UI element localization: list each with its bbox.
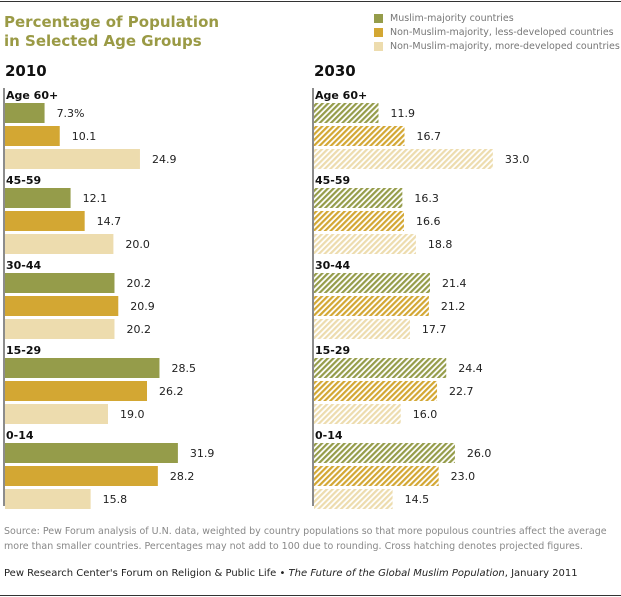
bar <box>314 234 416 254</box>
bar <box>5 273 115 293</box>
data-label: 7.3% <box>57 107 85 120</box>
data-label: 24.4 <box>458 362 483 375</box>
category-label: 15-29 <box>315 344 350 357</box>
bar <box>5 234 114 254</box>
data-label: 21.2 <box>441 300 466 313</box>
data-label: 16.0 <box>413 408 438 421</box>
bar <box>314 466 439 486</box>
legend: Muslim-majority countries Non-Muslim-maj… <box>374 11 620 53</box>
data-label: 20.2 <box>126 323 151 336</box>
data-label: 16.7 <box>417 130 442 143</box>
legend-label: Non-Muslim-majority, less-developed coun… <box>390 26 614 38</box>
category-label: 15-29 <box>6 344 41 357</box>
bar <box>5 211 85 231</box>
panel-title-2010: 2010 <box>5 62 47 80</box>
bar <box>5 188 71 208</box>
bar <box>5 404 108 424</box>
title-line-1: Percentage of Population <box>4 13 220 31</box>
data-label: 31.9 <box>190 447 215 460</box>
legend-swatch <box>374 27 383 37</box>
data-label: 21.4 <box>442 277 467 290</box>
data-label: 20.0 <box>125 238 149 251</box>
bar <box>5 381 148 401</box>
bar <box>314 126 405 146</box>
data-label: 19.0 <box>120 408 145 421</box>
data-label: 28.5 <box>171 362 196 375</box>
bar <box>5 358 160 378</box>
legend-item: Non-Muslim-majority, less-developed coun… <box>374 25 620 39</box>
bar <box>314 188 403 208</box>
bar <box>314 404 401 424</box>
bar <box>314 103 379 123</box>
category-label: 45-59 <box>6 174 41 187</box>
data-label: 18.8 <box>428 238 453 251</box>
bar <box>314 273 430 293</box>
legend-label: Non-Muslim-majority, more-developed coun… <box>390 40 620 52</box>
category-label: 30-44 <box>6 259 42 272</box>
legend-swatch <box>374 41 383 51</box>
data-label: 20.2 <box>126 277 151 290</box>
data-label: 26.2 <box>159 385 184 398</box>
footer-org: Pew Research Center's Forum on Religion … <box>4 568 289 579</box>
bar <box>5 489 91 509</box>
data-label: 12.1 <box>83 192 108 205</box>
bar <box>5 103 45 123</box>
top-rule <box>0 1 621 2</box>
footer-report: The Future of the Global Muslim Populati… <box>288 568 505 579</box>
legend-label: Muslim-majority countries <box>390 12 514 24</box>
footer-date: , January 2011 <box>504 568 578 579</box>
legend-swatch <box>374 13 383 23</box>
data-label: 20.9 <box>130 300 155 313</box>
bar <box>5 126 60 146</box>
bar <box>314 489 393 509</box>
bar-plot: Age 60+ 7.3% 10.1 24.9 45-59 12.1 14.720.0 30-4… <box>3 88 530 509</box>
panel-title-2030: 2030 <box>314 62 356 80</box>
data-label: 10.1 <box>72 130 97 143</box>
category-label: Age 60+ <box>315 89 367 102</box>
bar <box>314 319 410 339</box>
category-label: 0-14 <box>6 429 34 442</box>
data-label: 33.0 <box>505 153 530 166</box>
data-label: 26.0 <box>467 447 492 460</box>
data-label: 14.7 <box>97 215 122 228</box>
bar <box>314 381 438 401</box>
data-label: 17.7 <box>422 323 447 336</box>
category-label: 45-59 <box>315 174 350 187</box>
bar <box>314 443 455 463</box>
category-label: 30-44 <box>315 259 351 272</box>
legend-item: Non-Muslim-majority, more-developed coun… <box>374 39 620 53</box>
bar <box>5 296 119 316</box>
data-label: 14.5 <box>405 493 430 506</box>
bar <box>314 149 493 169</box>
bar <box>5 319 115 339</box>
data-label: 28.2 <box>170 470 195 483</box>
chart-title: Percentage of Population in Selected Age… <box>4 13 264 51</box>
source-note: Source: Pew Forum analysis of U.N. data,… <box>4 526 607 552</box>
bar <box>314 296 429 316</box>
legend-item: Muslim-majority countries <box>374 11 620 25</box>
footer-credit: Pew Research Center's Forum on Religion … <box>4 568 578 579</box>
category-label: 0-14 <box>315 429 343 442</box>
data-label: 24.9 <box>152 153 177 166</box>
bottom-rule <box>0 595 621 596</box>
category-label: Age 60+ <box>6 89 58 102</box>
bar <box>5 466 158 486</box>
data-label: 11.9 <box>390 107 415 120</box>
bar <box>5 443 178 463</box>
title-line-2: in Selected Age Groups <box>4 32 202 50</box>
data-label: 16.6 <box>416 215 441 228</box>
data-label: 23.0 <box>451 470 476 483</box>
bar <box>314 358 447 378</box>
bar <box>5 149 140 169</box>
bar <box>314 211 404 231</box>
data-label: 22.7 <box>449 385 474 398</box>
data-label: 16.3 <box>414 192 439 205</box>
data-label: 15.8 <box>103 493 128 506</box>
